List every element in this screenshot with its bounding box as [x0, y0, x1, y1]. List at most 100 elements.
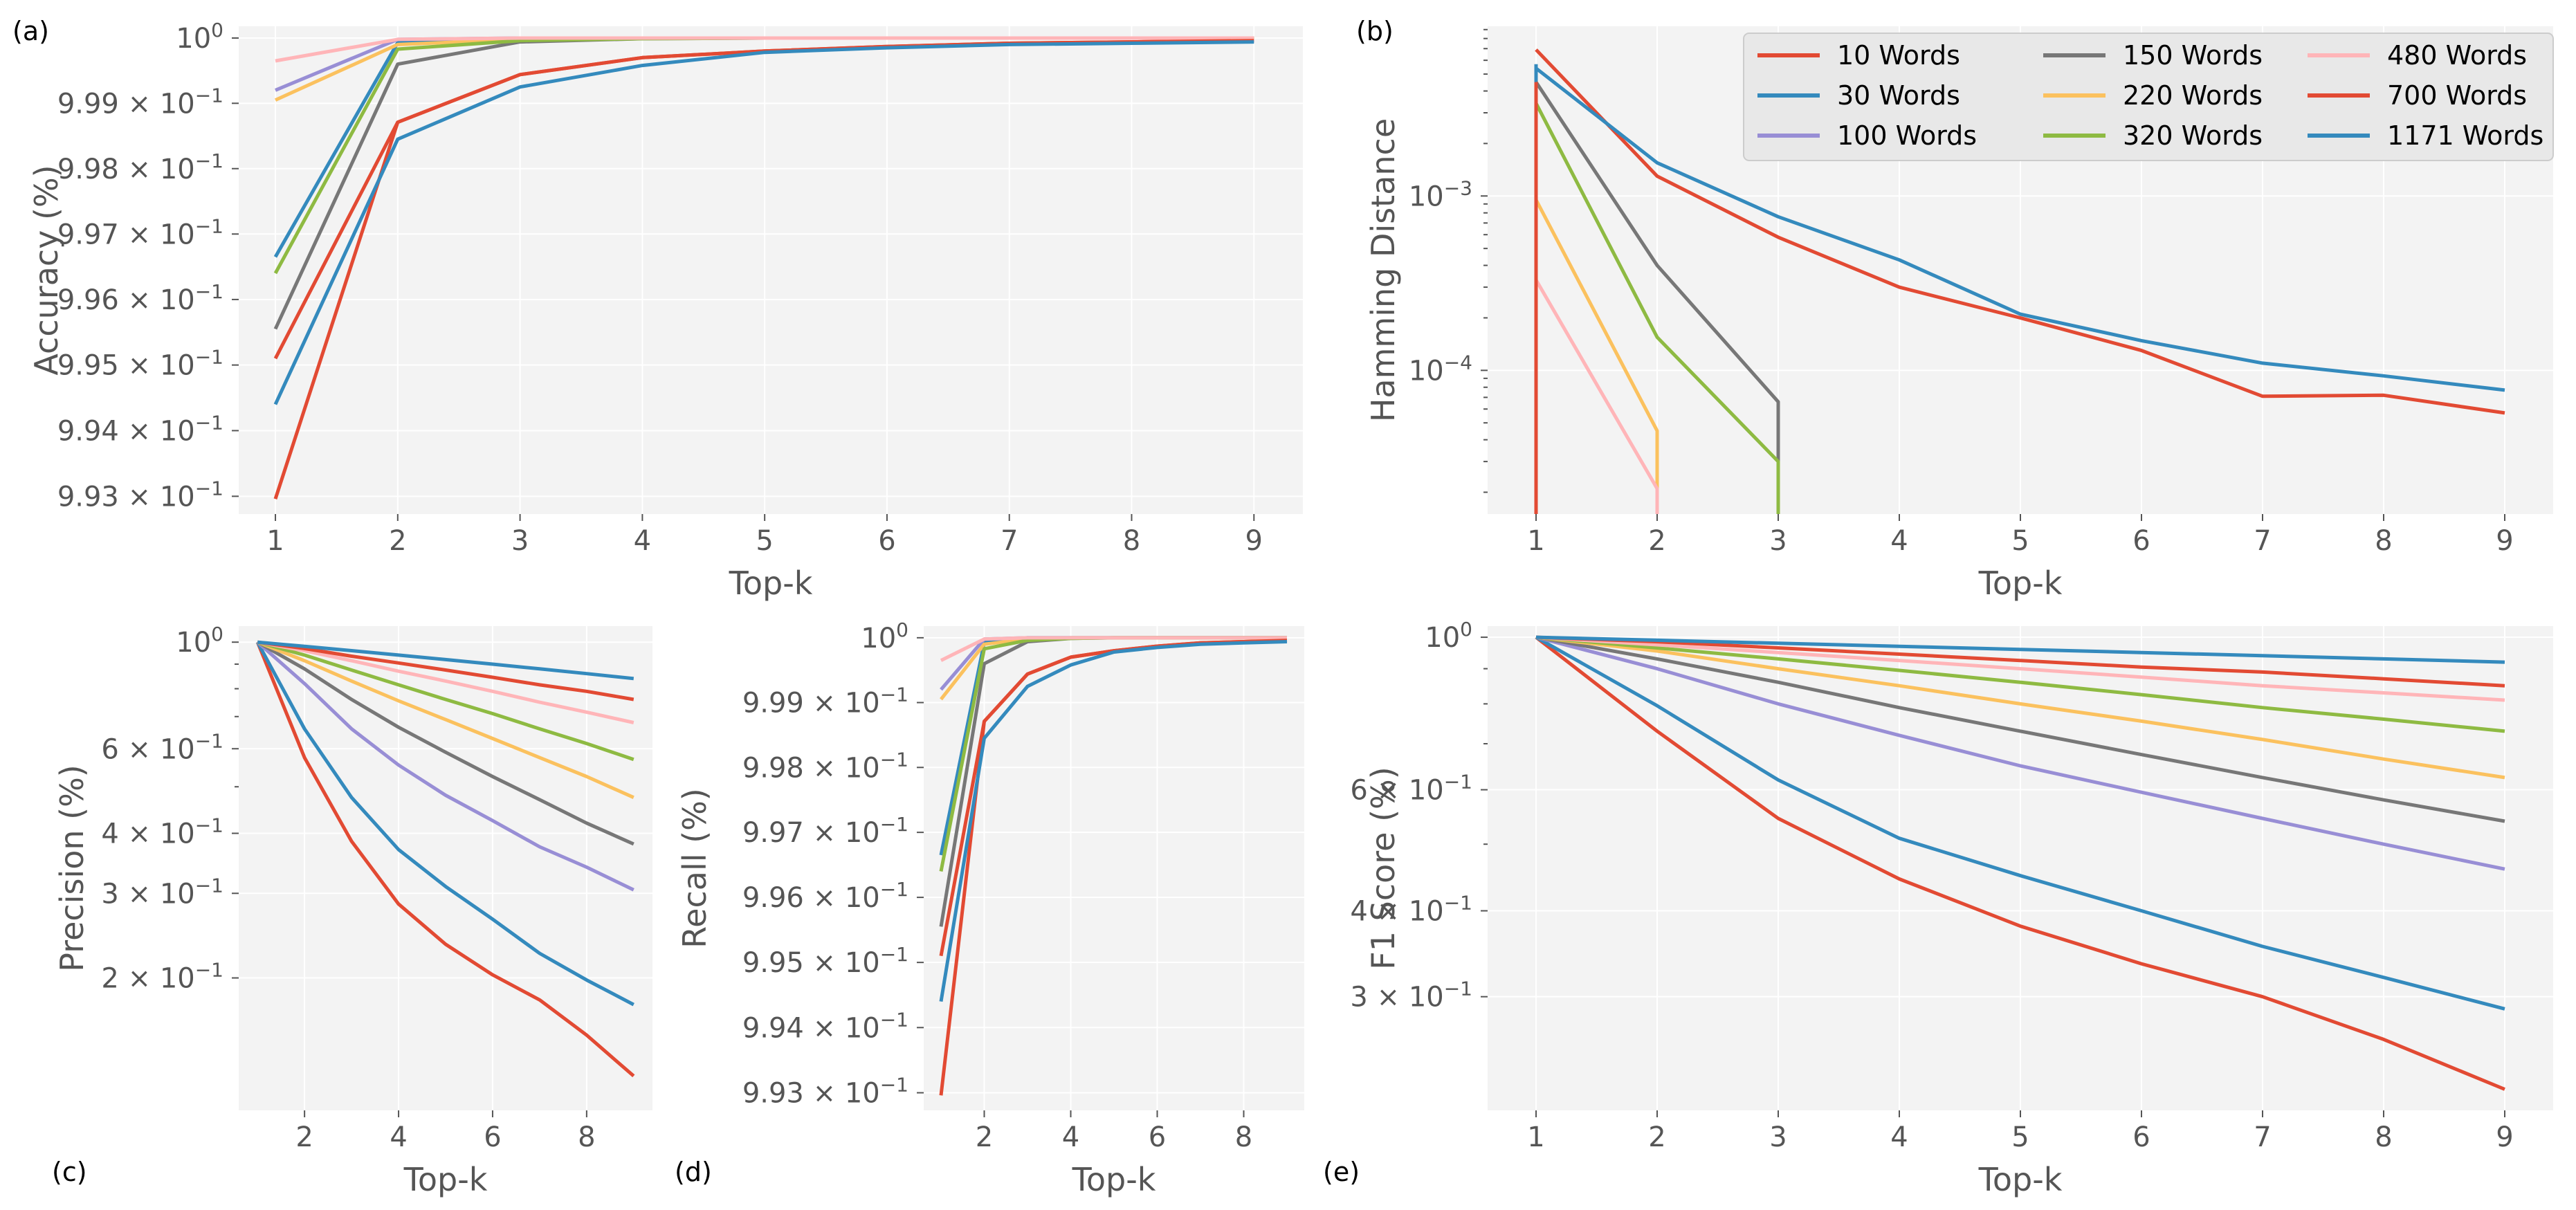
- panel-label: (d): [675, 1157, 712, 1187]
- x-tick-label: 7: [2254, 525, 2271, 557]
- y-tick-label: 10−4: [1409, 351, 1472, 387]
- x-tick-label: 2: [1648, 525, 1665, 557]
- y-tick-label: 9.96 × 10−1: [742, 878, 908, 914]
- y-tick-label: 9.95 × 10−1: [57, 346, 223, 382]
- legend-item: 150 Words: [2043, 40, 2263, 71]
- series-line-c-700-words: [257, 640, 634, 702]
- y-tick-base: 10: [861, 623, 896, 654]
- y-tick-base: 10: [176, 23, 211, 55]
- y-tick-exponent: −1: [195, 149, 223, 172]
- y-tick-base: 9.93 × 10: [57, 481, 195, 513]
- y-tick-label: 100: [176, 623, 223, 659]
- series-line-c-220-words: [257, 640, 634, 799]
- series-group-b: [1534, 48, 2505, 514]
- y-tick-base: 9.95 × 10: [57, 350, 195, 382]
- series-line-e-1171-words: [1535, 635, 2505, 664]
- y-tick-exponent: −1: [195, 411, 223, 434]
- legend-item: 100 Words: [1757, 120, 1977, 151]
- series-line-b-1171-words: [1535, 66, 2505, 392]
- y-tick-exponent: −1: [195, 214, 223, 237]
- y-tick-exponent: −3: [1444, 176, 1472, 199]
- series-line-c-480-words: [257, 640, 634, 724]
- y-axis-label: Recall (%): [676, 788, 713, 948]
- y-tick-exponent: −1: [880, 813, 908, 836]
- legend-label: 150 Words: [2123, 40, 2263, 71]
- y-tick-exponent: 0: [211, 623, 223, 645]
- panel-d: 2 4 6 89.93 × 10−19.94 × 10−19.95 × 10−19.9…: [675, 618, 1304, 1198]
- series-line-c-100-words: [256, 641, 634, 892]
- y-tick-label: 9.96 × 10−1: [57, 280, 223, 316]
- legend-label: 10 Words: [1837, 40, 1960, 71]
- series-line-e-100-words: [1535, 635, 2505, 871]
- y-axis-label: Hamming Distance: [1364, 118, 1402, 422]
- series-line-e-150-words: [1535, 635, 2505, 823]
- x-axis-label: Top-k: [403, 1161, 488, 1198]
- x-tick-label: 5: [2011, 1121, 2029, 1153]
- x-tick-label: 9: [1245, 525, 1263, 557]
- x-tick-label: 8: [1123, 525, 1140, 557]
- x-axis-label: Top-k: [729, 565, 813, 602]
- y-tick-label: 100: [176, 19, 223, 55]
- series-line-b-150-words: [1534, 81, 1780, 514]
- y-tick-base: 10: [1425, 622, 1460, 654]
- legend-label: 480 Words: [2387, 40, 2527, 71]
- series-line-e-480-words: [1535, 635, 2505, 702]
- y-tick-label: 9.93 × 10−1: [57, 477, 223, 513]
- panel-label: (b): [1356, 16, 1394, 46]
- y-tick-exponent: −1: [880, 748, 908, 771]
- legend-item: 220 Words: [2043, 80, 2263, 111]
- series-line-b-10-words: [1535, 48, 2505, 415]
- y-tick-label: 9.93 × 10−1: [742, 1074, 908, 1110]
- y-tick-base: 6 × 10: [1350, 775, 1443, 807]
- x-tick-label: 2: [1648, 1121, 1665, 1153]
- y-tick-exponent: −1: [1444, 978, 1472, 1000]
- x-tick-label: 2: [389, 525, 406, 557]
- y-tick-base: 9.96 × 10: [742, 882, 880, 914]
- y-tick-label: 2 × 10−1: [101, 959, 223, 995]
- legend-item: 320 Words: [2043, 120, 2263, 151]
- series-group-e: [1535, 635, 2505, 1091]
- panel-label: (e): [1323, 1157, 1360, 1187]
- x-tick-label: 1: [266, 525, 284, 557]
- y-tick-exponent: −1: [880, 878, 908, 901]
- x-tick-label: 6: [878, 525, 895, 557]
- x-tick-label: 4: [1890, 525, 1908, 557]
- y-tick-exponent: 0: [896, 618, 908, 641]
- y-tick-exponent: −1: [880, 943, 908, 966]
- y-tick-label: 6 × 10−1: [1350, 771, 1472, 807]
- y-tick-exponent: −1: [1444, 892, 1472, 915]
- y-tick-base: 9.96 × 10: [57, 284, 195, 316]
- x-tick-label: 6: [2132, 1121, 2150, 1153]
- y-tick-base: 4 × 10: [101, 818, 194, 850]
- y-tick-exponent: −1: [195, 959, 223, 982]
- series-line-c-1171-words: [257, 640, 634, 681]
- x-tick-label: 6: [2132, 525, 2150, 557]
- series-line-a-480-words: [275, 36, 1254, 63]
- x-tick-label: 6: [484, 1121, 501, 1153]
- x-tick-label: 4: [1890, 1121, 1908, 1153]
- y-tick-base: 10: [1409, 181, 1444, 212]
- y-tick-base: 10: [176, 627, 211, 659]
- y-tick-exponent: 0: [211, 19, 223, 42]
- y-tick-base: 2 × 10: [101, 963, 194, 995]
- series-line-e-220-words: [1535, 635, 2505, 780]
- y-tick-exponent: −1: [195, 280, 223, 303]
- y-tick-label: 9.94 × 10−1: [57, 411, 223, 447]
- x-tick-label: 8: [1235, 1121, 1252, 1153]
- x-tick-label: 6: [1149, 1121, 1166, 1153]
- y-axis-label: F1 Score (%): [1364, 767, 1402, 969]
- x-tick-label: 4: [634, 525, 651, 557]
- y-tick-exponent: −1: [880, 1008, 908, 1031]
- legend-label: 700 Words: [2387, 80, 2527, 111]
- y-tick-exponent: −1: [195, 729, 223, 752]
- panel-a: 1 2 3 4 5 6 7 8 99.93 × 10−19.94 × 10−19.95 × 10…: [12, 16, 1303, 602]
- plot-area-a: [239, 26, 1303, 514]
- y-tick-base: 9.97 × 10: [742, 817, 880, 849]
- series-group-c: [255, 640, 635, 1078]
- series-line-b-320-words: [1534, 102, 1780, 514]
- y-tick-base: 9.98 × 10: [57, 154, 195, 185]
- series-line-c-150-words: [256, 641, 634, 846]
- legend-label: 30 Words: [1837, 80, 1960, 111]
